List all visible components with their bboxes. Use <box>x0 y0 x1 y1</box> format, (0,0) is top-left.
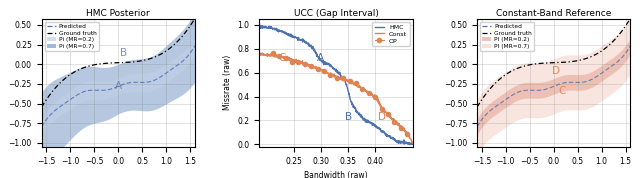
OP <box>326 74 334 76</box>
OP <box>333 77 340 79</box>
OP <box>269 52 276 54</box>
HMC <box>325 62 333 64</box>
OP <box>320 70 328 72</box>
OP <box>346 80 353 82</box>
HMC <box>371 124 379 126</box>
OP <box>282 57 289 59</box>
OP <box>378 108 385 110</box>
Line: HMC: HMC <box>259 25 413 145</box>
Const <box>371 96 379 98</box>
Const <box>259 52 266 54</box>
OP <box>339 77 347 79</box>
HMC <box>406 143 414 146</box>
OP <box>390 121 398 123</box>
OP <box>358 88 366 90</box>
OP <box>365 92 372 94</box>
Text: B: B <box>120 48 127 58</box>
Const <box>325 73 333 75</box>
Const <box>283 57 291 59</box>
OP <box>371 96 379 99</box>
Legend: Predicted, Ground truth, Pi (MR=0.2), Pi (MR=0.7): Predicted, Ground truth, Pi (MR=0.2), Pi… <box>45 22 99 51</box>
Text: D: D <box>552 66 560 76</box>
Const <box>295 61 303 63</box>
Title: UCC (Gap Interval): UCC (Gap Interval) <box>294 9 378 18</box>
OP <box>307 65 315 67</box>
OP <box>352 82 360 84</box>
OP <box>301 63 308 66</box>
HMC <box>358 117 365 119</box>
OP <box>403 133 411 135</box>
X-axis label: Bandwidth (raw): Bandwidth (raw) <box>304 171 368 178</box>
OP <box>288 61 296 63</box>
Title: Constant-Band Reference: Constant-Band Reference <box>496 9 611 18</box>
HMC <box>283 32 291 34</box>
HMC <box>255 24 263 26</box>
Title: HMC Posterior: HMC Posterior <box>86 9 150 18</box>
Const <box>255 53 263 55</box>
Line: OP: OP <box>271 51 410 136</box>
OP <box>275 55 283 57</box>
Const <box>358 87 366 89</box>
Text: C: C <box>559 86 566 96</box>
OP <box>397 127 404 129</box>
OP <box>384 112 392 115</box>
Text: B: B <box>344 112 351 122</box>
Text: D: D <box>378 112 386 122</box>
OP <box>294 61 302 63</box>
Const <box>346 80 354 82</box>
Const <box>409 142 417 144</box>
OP <box>314 68 321 70</box>
Text: A: A <box>317 53 324 63</box>
Y-axis label: Missrate (raw): Missrate (raw) <box>223 55 232 110</box>
HMC <box>409 142 417 145</box>
Line: Const: Const <box>259 53 413 143</box>
Legend: Predicted, Ground truth, PI (MR=0.2), PI (MR=0.7): Predicted, Ground truth, PI (MR=0.2), PI… <box>480 22 534 51</box>
Text: A: A <box>115 82 122 91</box>
Text: C: C <box>279 53 286 63</box>
Legend: HMC, Const, OP: HMC, Const, OP <box>372 22 410 46</box>
HMC <box>295 38 303 40</box>
HMC <box>346 95 353 97</box>
